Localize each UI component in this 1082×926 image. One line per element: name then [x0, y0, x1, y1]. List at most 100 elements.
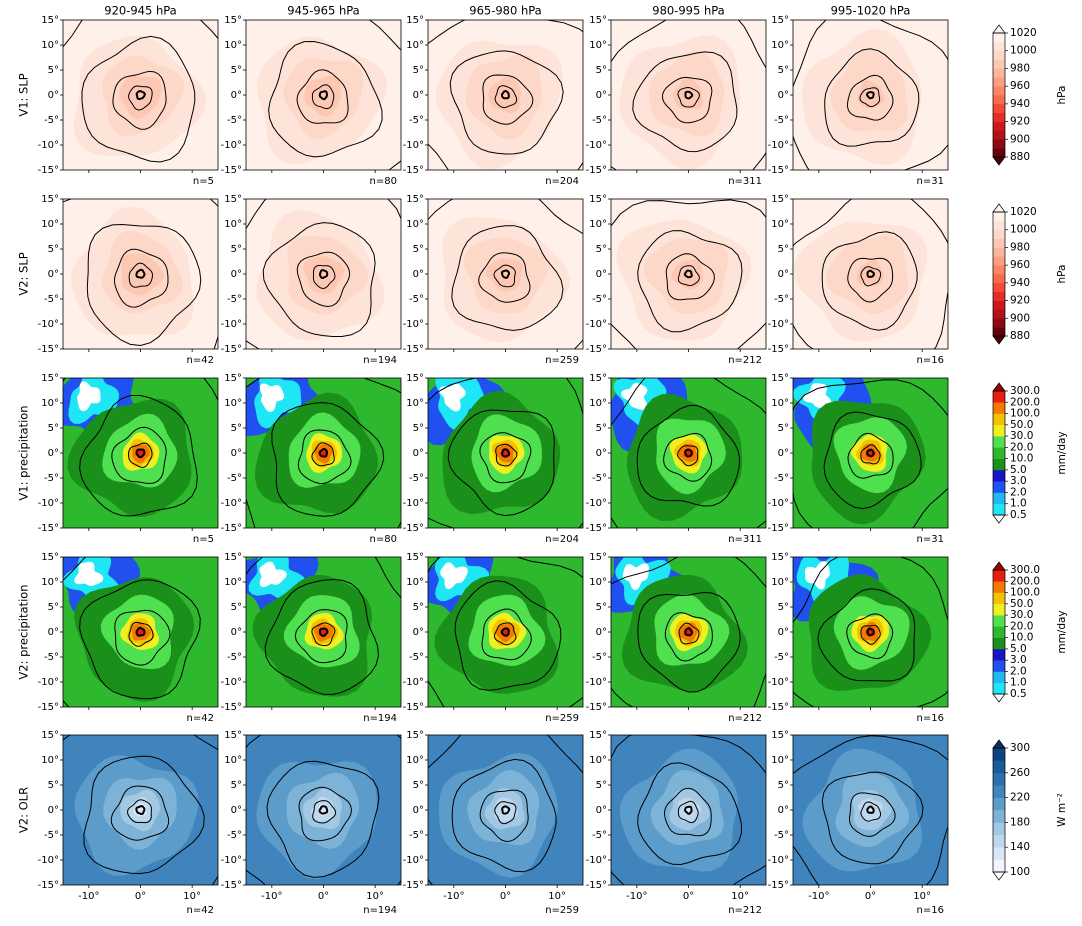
- colorbar-tick-label: 880: [1010, 151, 1030, 163]
- colorbar-tick-label: 2.0: [1010, 665, 1027, 677]
- x-tick-label: -10°: [78, 891, 99, 902]
- shading: [439, 383, 466, 412]
- count-label: n=259: [545, 713, 579, 724]
- panel: [611, 20, 766, 170]
- y-tick-label: -5°: [592, 652, 607, 663]
- y-tick-label: -5°: [409, 473, 424, 484]
- panel: [428, 735, 583, 885]
- shading: [802, 383, 832, 408]
- shading: [857, 80, 885, 109]
- y-tick-label: -10°: [768, 140, 789, 151]
- contour: [684, 90, 694, 100]
- contour: [296, 69, 349, 124]
- x-tick-label: -10°: [808, 891, 829, 902]
- shading: [486, 258, 523, 292]
- colorbar-tick-label: 1020: [1010, 27, 1037, 39]
- count-label: n=5: [193, 534, 214, 545]
- colorbar-extend: [992, 739, 1006, 749]
- y-tick-label: -5°: [227, 830, 242, 841]
- y-tick-label: -10°: [586, 855, 607, 866]
- colorbar-extend: [992, 871, 1006, 881]
- panel: [246, 199, 401, 349]
- y-tick-label: 5°: [48, 780, 59, 791]
- shading: [74, 561, 104, 587]
- y-tick-label: -10°: [221, 140, 242, 151]
- contour: [318, 90, 329, 101]
- count-label: n=204: [545, 176, 579, 187]
- colorbar-segment: [993, 148, 1005, 158]
- contour: [449, 50, 564, 155]
- colorbar-segment: [993, 95, 1005, 105]
- colorbar-segment: [993, 648, 1005, 661]
- contour: [501, 805, 511, 815]
- y-tick-label: 15°: [771, 194, 789, 205]
- y-tick-label: 5°: [778, 244, 789, 255]
- y-tick-label: -10°: [586, 677, 607, 688]
- x-tick-label: 10°: [183, 891, 201, 902]
- contour: [846, 613, 894, 660]
- y-tick-label: 10°: [589, 577, 607, 588]
- x-tick-label: 10°: [913, 891, 931, 902]
- colorbar-frame: [992, 32, 1006, 158]
- contour: [860, 266, 882, 287]
- colorbar-frame: [992, 747, 1006, 873]
- panel: [793, 378, 948, 528]
- panel: [611, 735, 766, 885]
- y-tick-label: 10°: [771, 40, 789, 51]
- contour: [677, 445, 699, 467]
- y-tick-label: -5°: [227, 294, 242, 305]
- y-tick-label: 15°: [41, 730, 59, 741]
- contour: [454, 580, 562, 691]
- colorbar-tick-label: 100.0: [1010, 587, 1040, 599]
- y-tick-label: 15°: [41, 194, 59, 205]
- y-tick-label: 5°: [231, 65, 242, 76]
- colorbar-segment: [993, 615, 1005, 627]
- y-tick-label: 10°: [41, 40, 59, 51]
- y-tick-label: 15°: [589, 15, 607, 26]
- y-tick-label: 5°: [48, 423, 59, 434]
- contour: [611, 199, 766, 349]
- y-tick-label: -10°: [586, 498, 607, 509]
- contour: [637, 762, 742, 866]
- count-label: n=80: [370, 176, 397, 187]
- contour: [677, 800, 699, 824]
- contour: [135, 90, 146, 100]
- y-tick-label: -5°: [774, 652, 789, 663]
- colorbar-segment: [993, 458, 1005, 471]
- contour: [500, 89, 510, 100]
- colorbar-tick-label: 100.0: [1010, 408, 1040, 420]
- colorbar-segment: [993, 68, 1005, 78]
- y-tick-label: 5°: [596, 244, 607, 255]
- colorbar-segment: [993, 413, 1005, 426]
- y-tick-label: 15°: [224, 373, 242, 384]
- y-tick-label: 0°: [231, 627, 242, 638]
- contour: [684, 448, 693, 458]
- contour: [264, 578, 379, 696]
- contour: [86, 223, 202, 347]
- y-tick-label: -5°: [592, 294, 607, 305]
- y-tick-label: -15°: [768, 165, 789, 176]
- y-tick-label: -10°: [403, 855, 424, 866]
- panel: [63, 378, 218, 528]
- y-tick-label: -5°: [774, 830, 789, 841]
- colorbar-tick-label: 940: [1010, 277, 1030, 289]
- y-tick-label: 10°: [224, 755, 242, 766]
- contour: [79, 395, 198, 517]
- y-tick-label: -15°: [768, 702, 789, 713]
- y-tick-label: -10°: [768, 319, 789, 330]
- y-tick-label: -5°: [592, 115, 607, 126]
- shading: [119, 75, 162, 119]
- panel: [793, 735, 948, 885]
- count-label: n=212: [728, 713, 762, 724]
- y-tick-label: -15°: [221, 165, 242, 176]
- y-tick-label: 5°: [778, 65, 789, 76]
- y-tick-label: 0°: [596, 90, 607, 101]
- colorbar-segment: [993, 229, 1005, 239]
- y-tick-label: -10°: [38, 140, 59, 151]
- contour: [451, 225, 564, 331]
- y-tick-label: 10°: [771, 577, 789, 588]
- colorbar-label: mm/day: [1056, 431, 1068, 474]
- colorbar-tick-label: 960: [1010, 80, 1030, 92]
- y-tick-label: 0°: [778, 627, 789, 638]
